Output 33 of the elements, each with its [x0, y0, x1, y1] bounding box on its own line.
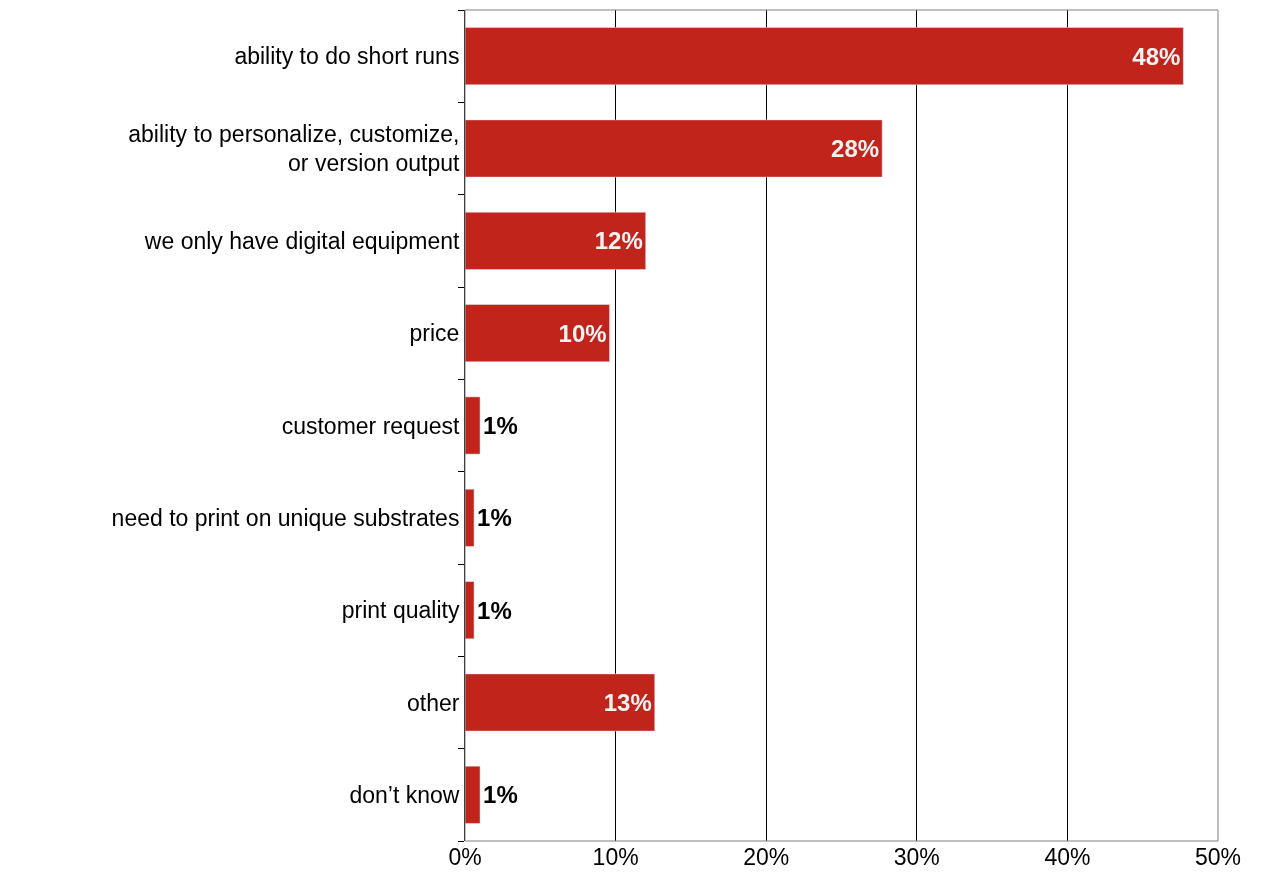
x-tick-label: 30% — [893, 844, 940, 870]
bar — [465, 304, 610, 363]
data-label: 1% — [483, 412, 518, 439]
data-label: 13% — [603, 689, 652, 716]
bar — [465, 396, 481, 455]
bar — [465, 581, 475, 640]
y-tick-label: price — [409, 320, 460, 347]
data-label: 12% — [594, 227, 643, 255]
y-tick-label: other — [406, 689, 460, 716]
y-tick-label: ability to do short runs — [234, 43, 460, 70]
y-tick-label: customer request — [281, 412, 460, 439]
bar — [465, 27, 1184, 86]
y-tick-label: print quality — [341, 597, 460, 624]
bar — [465, 673, 656, 732]
x-tick-label: 0% — [448, 844, 482, 870]
bar — [465, 488, 475, 547]
bar — [465, 765, 481, 824]
x-tick-label: 50% — [1194, 844, 1242, 870]
y-tick-label: we only have digital equipment — [143, 227, 460, 254]
x-tick-label: 10% — [592, 844, 639, 870]
data-label: 1% — [483, 781, 518, 809]
data-label: 1% — [477, 504, 512, 532]
y-tick-label: don’t know — [349, 781, 460, 808]
data-label: 28% — [831, 135, 880, 162]
data-label: 1% — [477, 596, 512, 624]
x-tick-label: 40% — [1044, 844, 1091, 870]
bar — [465, 119, 883, 178]
x-tick-label: 20% — [743, 844, 790, 870]
data-label: 10% — [558, 319, 607, 347]
data-label: 48% — [1132, 42, 1181, 70]
y-tick-label: need to print on unique substrates — [111, 504, 460, 531]
y-tick-label: ability to personalize, customize, or version output — [128, 120, 460, 177]
bar — [465, 211, 646, 270]
